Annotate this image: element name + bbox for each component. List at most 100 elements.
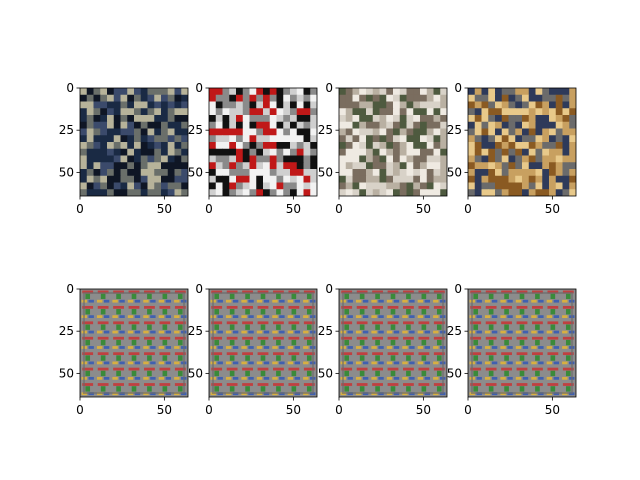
image-pixel-block xyxy=(481,162,489,170)
pattern-cell-green xyxy=(406,355,411,361)
image-pixel-block xyxy=(393,142,401,150)
image-pixel-block xyxy=(296,115,304,123)
pattern-cell-red xyxy=(242,336,253,340)
pattern-cell-blue xyxy=(347,376,353,380)
image-pixel-block xyxy=(433,182,441,190)
pattern-cell-blue xyxy=(103,299,110,303)
pattern-cell-blue xyxy=(294,315,301,319)
pattern-cell-green xyxy=(131,355,137,361)
image-pixel-block xyxy=(468,189,476,196)
image-content xyxy=(339,88,447,196)
image-pixel-block xyxy=(222,108,230,116)
pattern-cell-yellow xyxy=(484,376,491,380)
image-pixel-block xyxy=(236,182,244,190)
pattern-cell-yellow xyxy=(225,315,232,319)
pattern-cell-red xyxy=(532,305,543,309)
image-pixel-block xyxy=(440,101,447,109)
pattern-cell-red xyxy=(128,336,140,340)
image-pixel-block xyxy=(113,155,121,163)
image-pixel-block xyxy=(154,121,162,129)
image-pixel-block xyxy=(481,128,489,136)
image-pixel-block xyxy=(413,108,421,116)
pattern-cell-green xyxy=(276,339,281,346)
image-pixel-block xyxy=(468,108,476,116)
image-pixel-block xyxy=(495,148,503,156)
pattern-cell-yellow xyxy=(355,315,362,319)
y-tick: 50 xyxy=(447,165,468,179)
pattern-cell-blue xyxy=(150,299,156,303)
image-pixel-block xyxy=(481,169,489,177)
image-pixel-block xyxy=(515,155,523,163)
pattern-cell-yellow xyxy=(355,361,362,365)
image-pixel-block xyxy=(222,135,230,143)
image-pixel-block xyxy=(174,148,182,156)
pattern-cell-red xyxy=(547,321,559,325)
pattern-cell-yellow xyxy=(515,376,522,380)
image-pixel-block xyxy=(433,169,441,177)
pattern-cell-green xyxy=(229,355,235,361)
pattern-cell-yellow xyxy=(158,299,165,303)
image-pixel-block xyxy=(256,121,264,129)
image-pixel-block xyxy=(167,135,175,143)
image-pixel-block xyxy=(263,148,271,156)
pattern-cell-green xyxy=(406,370,411,377)
pattern-cell-yellow xyxy=(500,299,506,303)
pattern-cell-green xyxy=(291,293,297,300)
image-pixel-block xyxy=(379,169,387,177)
image-pixel-block xyxy=(215,189,223,196)
pattern-cell-yellow xyxy=(225,299,232,303)
image-pixel-block xyxy=(359,142,367,150)
image-pixel-block xyxy=(379,175,387,183)
pattern-cell-yellow xyxy=(143,330,149,334)
image-pixel-block xyxy=(86,101,94,109)
image-pixel-block xyxy=(140,101,148,109)
image-pixel-block xyxy=(181,88,188,96)
image-pixel-block xyxy=(276,94,284,102)
pattern-cell-red xyxy=(341,305,353,309)
image-pixel-block xyxy=(352,189,360,196)
image-pixel-block xyxy=(372,155,380,163)
x-tick: 0 xyxy=(205,196,213,216)
image-pixel-block xyxy=(495,135,503,143)
image-pixel-block xyxy=(535,142,543,150)
image-pixel-block xyxy=(359,182,367,190)
pattern-cell-green xyxy=(214,339,220,346)
x-tick-label: 50 xyxy=(416,403,431,417)
pattern-cell-blue xyxy=(263,361,270,365)
image-pixel-block xyxy=(215,155,223,163)
image-pixel-block xyxy=(296,155,304,163)
image-pixel-block xyxy=(263,108,271,116)
image-pixel-block xyxy=(283,175,291,183)
image-pixel-block xyxy=(481,135,489,143)
pattern-cell-green xyxy=(131,309,137,315)
pattern-cell-red xyxy=(211,367,223,371)
image-pixel-block xyxy=(528,121,536,129)
pattern-cell-green xyxy=(177,370,183,377)
pattern-cell-blue xyxy=(294,330,301,334)
pattern-cell-yellow xyxy=(127,361,134,365)
pattern-cell-blue xyxy=(232,376,239,380)
image-pixel-block xyxy=(569,142,576,150)
pattern-cell-blue xyxy=(150,330,156,334)
image-pixel-block xyxy=(413,94,421,102)
pattern-cell-blue xyxy=(88,376,94,380)
pattern-cell-blue xyxy=(522,330,529,334)
image-pixel-block xyxy=(399,121,407,129)
image-pixel-block xyxy=(515,189,523,196)
pattern-cell-green xyxy=(162,309,168,315)
image-pixel-block xyxy=(296,94,304,102)
image-pixel-block xyxy=(134,189,142,196)
image-pixel-block xyxy=(420,175,428,183)
pattern-cell-blue xyxy=(553,299,560,303)
image-pixel-block xyxy=(481,148,489,156)
pattern-cell-red xyxy=(226,383,238,386)
image-pixel-block xyxy=(249,189,257,196)
y-tick-label: 25 xyxy=(188,123,203,137)
pattern-cell-red xyxy=(341,352,353,356)
image-pixel-block xyxy=(263,182,271,190)
image-pixel-block xyxy=(229,128,237,136)
pattern-cell-red xyxy=(387,336,399,340)
image-pixel-block xyxy=(236,121,244,129)
pattern-cell-green xyxy=(473,370,479,377)
pattern-cell-red xyxy=(501,336,512,340)
